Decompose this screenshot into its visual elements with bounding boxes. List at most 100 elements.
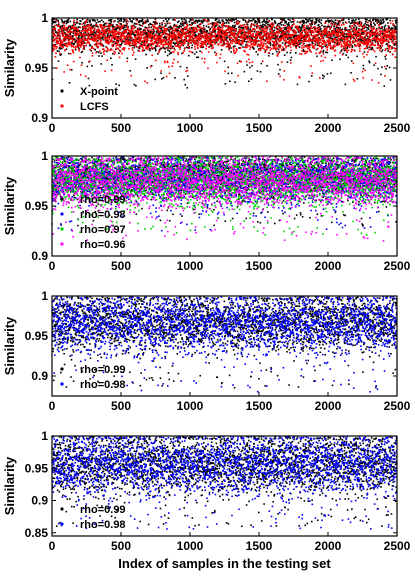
data-point xyxy=(366,32,368,34)
data-point xyxy=(130,27,133,29)
data-point xyxy=(188,21,191,23)
data-point xyxy=(182,51,185,54)
data-point xyxy=(260,38,263,40)
data-point xyxy=(230,30,233,33)
data-point xyxy=(78,37,80,40)
data-point xyxy=(332,45,335,48)
data-point xyxy=(393,34,396,37)
data-point xyxy=(280,44,282,47)
data-point xyxy=(258,36,261,39)
data-point xyxy=(192,33,195,35)
data-point xyxy=(103,53,105,55)
data-point xyxy=(138,50,141,53)
data-point xyxy=(121,33,124,36)
data-point xyxy=(252,42,255,45)
data-point xyxy=(379,23,382,25)
data-point xyxy=(251,29,253,32)
data-point xyxy=(296,43,298,46)
data-point xyxy=(84,75,87,78)
data-point xyxy=(164,48,166,50)
data-point xyxy=(138,39,141,42)
data-point xyxy=(185,26,188,29)
data-point xyxy=(318,29,321,32)
data-point xyxy=(129,44,132,47)
data-point xyxy=(164,31,167,33)
data-point xyxy=(177,61,179,63)
data-point xyxy=(155,39,157,41)
data-point xyxy=(206,33,208,36)
data-point xyxy=(208,40,210,42)
data-point xyxy=(274,43,277,46)
data-point xyxy=(256,37,258,39)
data-point xyxy=(302,29,305,31)
data-point xyxy=(183,32,185,35)
data-point xyxy=(337,34,339,37)
data-point xyxy=(262,36,264,39)
data-point xyxy=(124,29,127,32)
data-point xyxy=(160,43,163,45)
data-point xyxy=(82,34,85,36)
data-point xyxy=(133,27,136,29)
data-point xyxy=(223,39,226,41)
data-point xyxy=(251,43,253,45)
data-point xyxy=(209,35,212,37)
data-point xyxy=(365,47,367,49)
data-point xyxy=(362,53,364,55)
data-point xyxy=(292,29,294,32)
data-point xyxy=(200,29,203,31)
data-point xyxy=(135,45,138,48)
data-point xyxy=(351,19,353,22)
data-point xyxy=(368,60,370,63)
data-point xyxy=(232,38,235,41)
data-point xyxy=(120,22,122,25)
data-point xyxy=(266,33,269,35)
data-point xyxy=(391,33,394,35)
data-point xyxy=(257,49,260,51)
data-point xyxy=(59,47,62,50)
data-point xyxy=(325,36,328,38)
data-point xyxy=(349,41,352,44)
data-point xyxy=(303,22,305,24)
data-point xyxy=(380,26,383,28)
data-point xyxy=(271,28,274,30)
data-point xyxy=(273,43,275,46)
data-point xyxy=(342,52,345,55)
data-point xyxy=(85,29,88,31)
data-point xyxy=(147,43,150,46)
data-point xyxy=(167,33,169,36)
data-point xyxy=(223,60,226,63)
data-point xyxy=(63,40,66,42)
data-point xyxy=(265,20,267,23)
data-point xyxy=(125,38,128,41)
data-point xyxy=(66,42,68,45)
data-point xyxy=(283,70,286,72)
data-point xyxy=(149,35,151,38)
data-point xyxy=(113,50,115,53)
data-point xyxy=(195,36,198,38)
data-point xyxy=(333,30,336,33)
data-point xyxy=(321,35,323,38)
data-point xyxy=(71,38,74,40)
data-point xyxy=(331,40,333,43)
data-point xyxy=(355,36,357,38)
data-point xyxy=(58,34,61,37)
data-point xyxy=(274,37,276,40)
data-point xyxy=(308,44,311,47)
data-point xyxy=(76,28,79,31)
data-point xyxy=(186,86,189,89)
data-point xyxy=(184,42,186,44)
data-point xyxy=(243,24,246,26)
data-point xyxy=(55,18,57,21)
data-point xyxy=(166,60,169,63)
data-point xyxy=(178,45,180,47)
data-point xyxy=(80,37,83,39)
data-point xyxy=(202,46,205,49)
data-point xyxy=(207,43,209,45)
data-point xyxy=(198,33,200,35)
data-point xyxy=(273,41,275,43)
data-point xyxy=(394,50,396,52)
data-point xyxy=(308,37,311,39)
data-point xyxy=(363,47,366,50)
data-point xyxy=(308,18,311,20)
data-point xyxy=(176,26,179,28)
